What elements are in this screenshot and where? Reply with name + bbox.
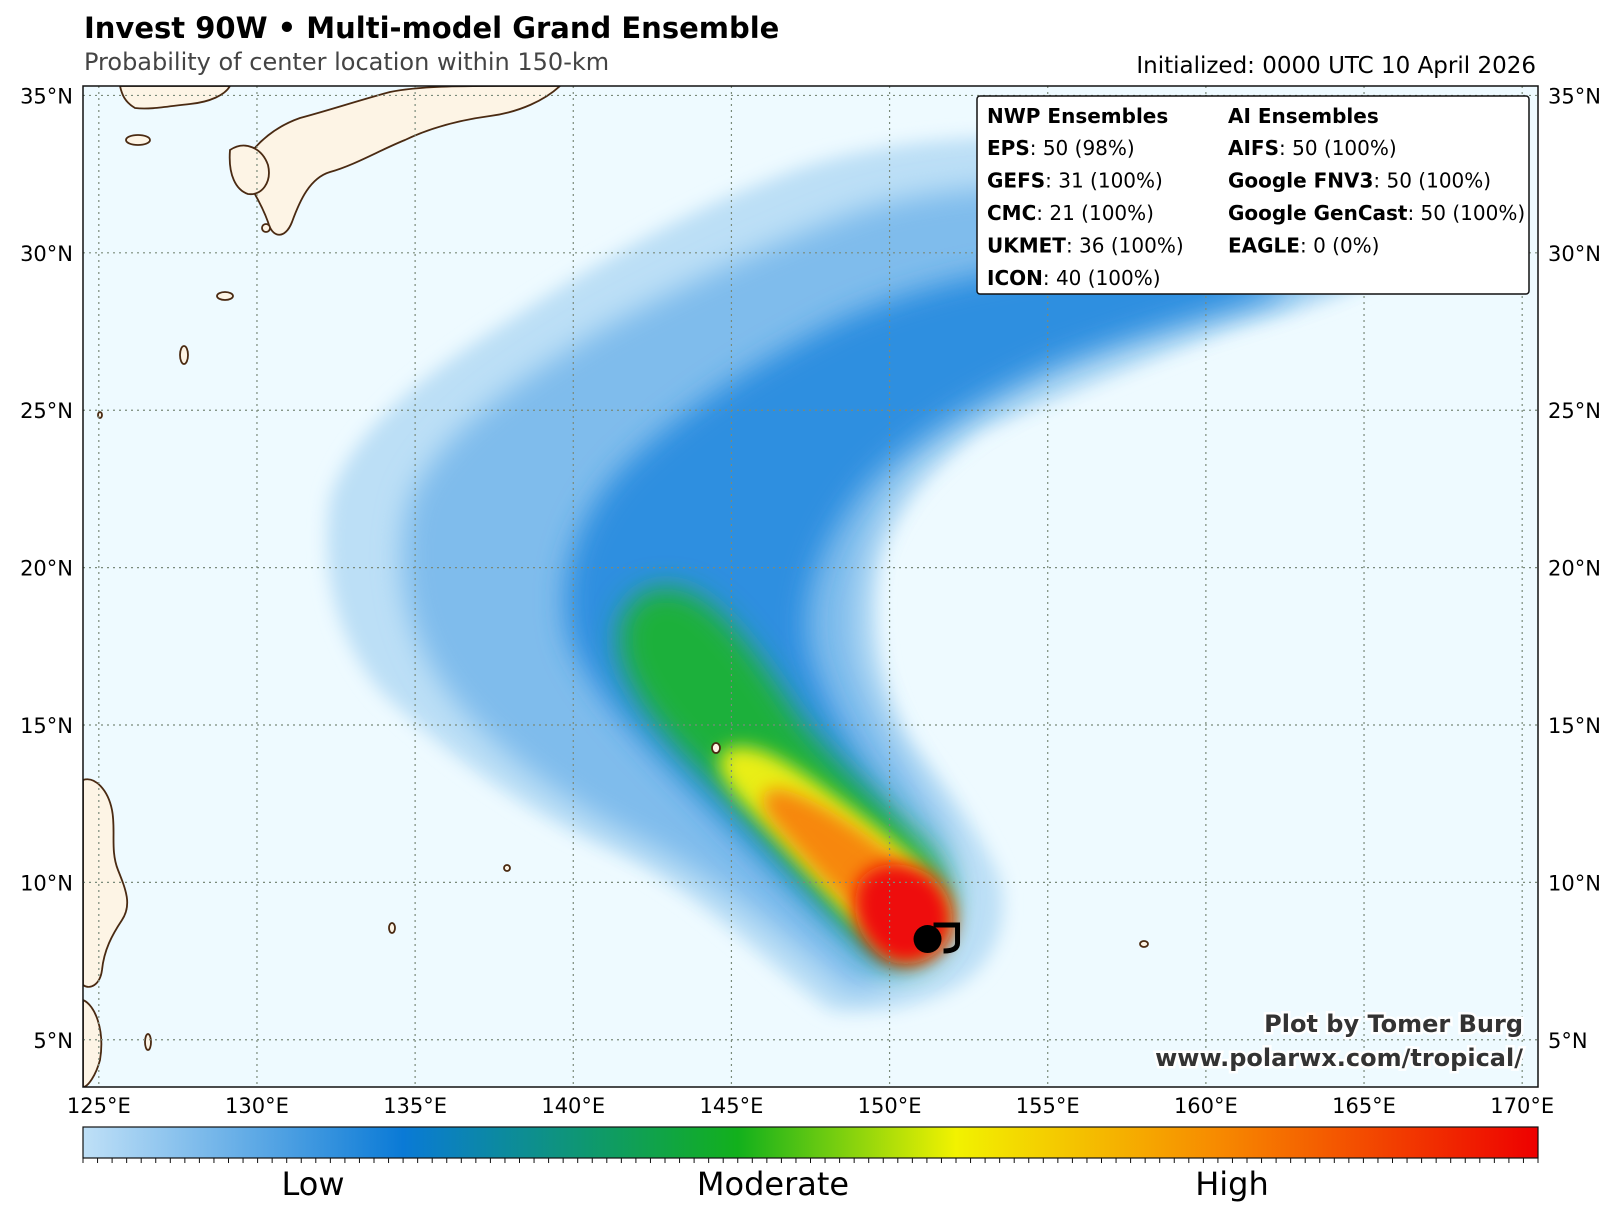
legend-entries: NWP Ensembles EPS: 50 (98%) GEFS: 31 (100%… [987, 104, 1525, 290]
page-subtitle: Probability of center location within 15… [84, 48, 609, 76]
legend-entry: EAGLE: 0 (0%) [1228, 234, 1379, 258]
island [261, 223, 271, 233]
island [1139, 940, 1149, 948]
legend-model-name: Google FNV3 [1228, 169, 1373, 193]
island [503, 864, 511, 872]
land-masses [83, 86, 1149, 1087]
legend-model-name: EPS [987, 136, 1030, 160]
storm-marker [913, 922, 961, 954]
storm-symbol-hook [933, 922, 961, 954]
lat-tick-label-left: 10°N [20, 871, 73, 895]
island [179, 345, 189, 365]
legend-model-name: UKMET [987, 234, 1066, 258]
legend-column-header: NWP Ensembles [987, 104, 1168, 128]
legend-background [976, 95, 1530, 295]
legend-model-value: : 40 (100%) [1043, 266, 1161, 290]
island [125, 134, 151, 146]
legend-model-name: ICON [987, 266, 1043, 290]
philippines-land [83, 778, 129, 988]
legend-entry: Google FNV3: 50 (100%) [1228, 169, 1491, 193]
lon-tick-label: 160°E [1174, 1094, 1238, 1118]
korea-land [119, 86, 232, 110]
lat-tick-label-right: 35°N [1548, 84, 1601, 108]
lat-tick-label-right: 5°N [1548, 1029, 1588, 1053]
legend-model-value: : 50 (100%) [1279, 136, 1397, 160]
lon-tick-label: 155°E [1016, 1094, 1080, 1118]
lon-tick-label: 145°E [699, 1094, 763, 1118]
legend-entry: CMC: 21 (100%) [987, 201, 1154, 225]
legend-model-value: : 21 (100%) [1036, 201, 1154, 225]
lat-tick-label-right: 25°N [1548, 399, 1601, 423]
legend-box: NWP Ensembles EPS: 50 (98%) GEFS: 31 (100%… [976, 95, 1530, 295]
legend-entry: GEFS: 31 (100%) [987, 169, 1163, 193]
legend-model-value: : 50 (100%) [1407, 201, 1525, 225]
lat-tick-label-left: 15°N [20, 714, 73, 738]
legend-entry: UKMET: 36 (100%) [987, 234, 1184, 258]
lon-tick-label: 140°E [541, 1094, 605, 1118]
lat-tick-label-left: 25°N [20, 399, 73, 423]
legend-entry: ICON: 40 (100%) [987, 266, 1161, 290]
legend-entry: EPS: 50 (98%) [987, 136, 1135, 160]
lat-tick-label-left: 35°N [20, 84, 73, 108]
legend-model-name: CMC [987, 201, 1036, 225]
legend-model-name: GEFS [987, 169, 1045, 193]
lat-tick-label-right: 10°N [1548, 871, 1601, 895]
legend-model-value: : 50 (100%) [1373, 169, 1491, 193]
legend-model-name: EAGLE [1228, 234, 1300, 258]
colorbar-label-moderate: Moderate [697, 1165, 849, 1203]
lat-tick-label-right: 15°N [1548, 714, 1601, 738]
lon-tick-label: 150°E [858, 1094, 922, 1118]
page-title: Invest 90W • Multi-model Grand Ensemble [84, 11, 779, 45]
island [144, 1033, 152, 1051]
lon-tick-label: 165°E [1332, 1094, 1396, 1118]
island [216, 291, 234, 301]
probability-field [327, 136, 1401, 1012]
lat-tick-label-left: 20°N [20, 557, 73, 581]
credit-author: Plot by Tomer Burg [1264, 1010, 1523, 1038]
legend-model-value: : 50 (98%) [1030, 136, 1135, 160]
prob-low [402, 186, 1350, 991]
credit-block: Plot by Tomer Burg www.polarwx.com/tropi… [1153, 1008, 1526, 1075]
colorbar-ticks [82, 1158, 1539, 1163]
legend-model-value: : 36 (100%) [1066, 234, 1184, 258]
kyushu-land [228, 144, 270, 195]
legend-entry: AIFS: 50 (100%) [1228, 136, 1397, 160]
colorbar-gradient [82, 1126, 1539, 1159]
colorbar-label-low: Low [281, 1165, 344, 1203]
lat-tick-label-left: 5°N [33, 1029, 73, 1053]
legend-column-header: AI Ensembles [1228, 104, 1379, 128]
lon-tick-label: 135°E [383, 1094, 447, 1118]
japan-land [238, 86, 562, 236]
legend-model-name: Google GenCast [1228, 201, 1408, 225]
lon-tick-label: 130°E [225, 1094, 289, 1118]
axis-labels: 125°E 130°E 135°E 140°E 145°E 150°E 155°E 160°E… [20, 84, 1601, 1118]
island [711, 742, 721, 754]
legend-model-value: : 31 (100%) [1045, 169, 1163, 193]
graticule [83, 86, 1538, 1087]
legend-model-value: : 0 (0%) [1300, 234, 1380, 258]
island [388, 922, 396, 934]
philippines-land-south [83, 999, 103, 1087]
map-frame [82, 85, 1539, 1088]
lat-tick-label-left: 30°N [20, 242, 73, 266]
colorbar: Low Moderate High [82, 1126, 1539, 1203]
lat-tick-label-right: 30°N [1548, 242, 1601, 266]
legend-model-name: AIFS [1228, 136, 1279, 160]
credit-url: www.polarwx.com/tropical/ [1155, 1044, 1523, 1072]
lat-tick-label-right: 20°N [1548, 557, 1601, 581]
lon-tick-label: 125°E [67, 1094, 131, 1118]
legend-entry: Google GenCast: 50 (100%) [1228, 201, 1525, 225]
lon-tick-label: 170°E [1490, 1094, 1554, 1118]
initialized-time: Initialized: 0000 UTC 10 April 2026 [1136, 53, 1536, 79]
colorbar-label-high: High [1195, 1165, 1269, 1203]
storm-center-dot [913, 925, 942, 954]
